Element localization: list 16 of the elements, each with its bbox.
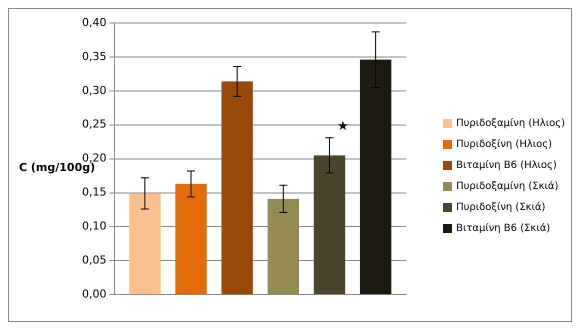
y-tick-label: 0,10 [82,220,106,233]
y-axis-title: C (mg/100g) [19,161,96,174]
y-tick-label: 0,05 [82,254,106,267]
legend-label: Βιταμίνη Β6 (Ηλιος) [456,159,557,173]
legend-label: Πυριδοξαμίνη (Ηλιος) [456,117,565,131]
y-tick-label: 0,25 [82,118,106,131]
legend-label: Πυριδοξαμίνη (Σκιά) [456,180,558,194]
y-tick-label: 0,40 [82,16,106,29]
y-tick-label: 0,00 [82,287,106,300]
legend-label: Πυριδοξίνη (Σκιά) [456,201,546,215]
legend-label: Πυριδοξίνη (Ηλιος) [456,138,552,152]
y-tick-label: 0,15 [82,186,106,199]
annotation: ★ [337,119,349,134]
y-tick-label: 0,30 [82,84,106,97]
legend-label: Βιταμίνη Β6 (Σκιά) [456,222,550,236]
y-tick-label: 0,35 [82,50,106,63]
